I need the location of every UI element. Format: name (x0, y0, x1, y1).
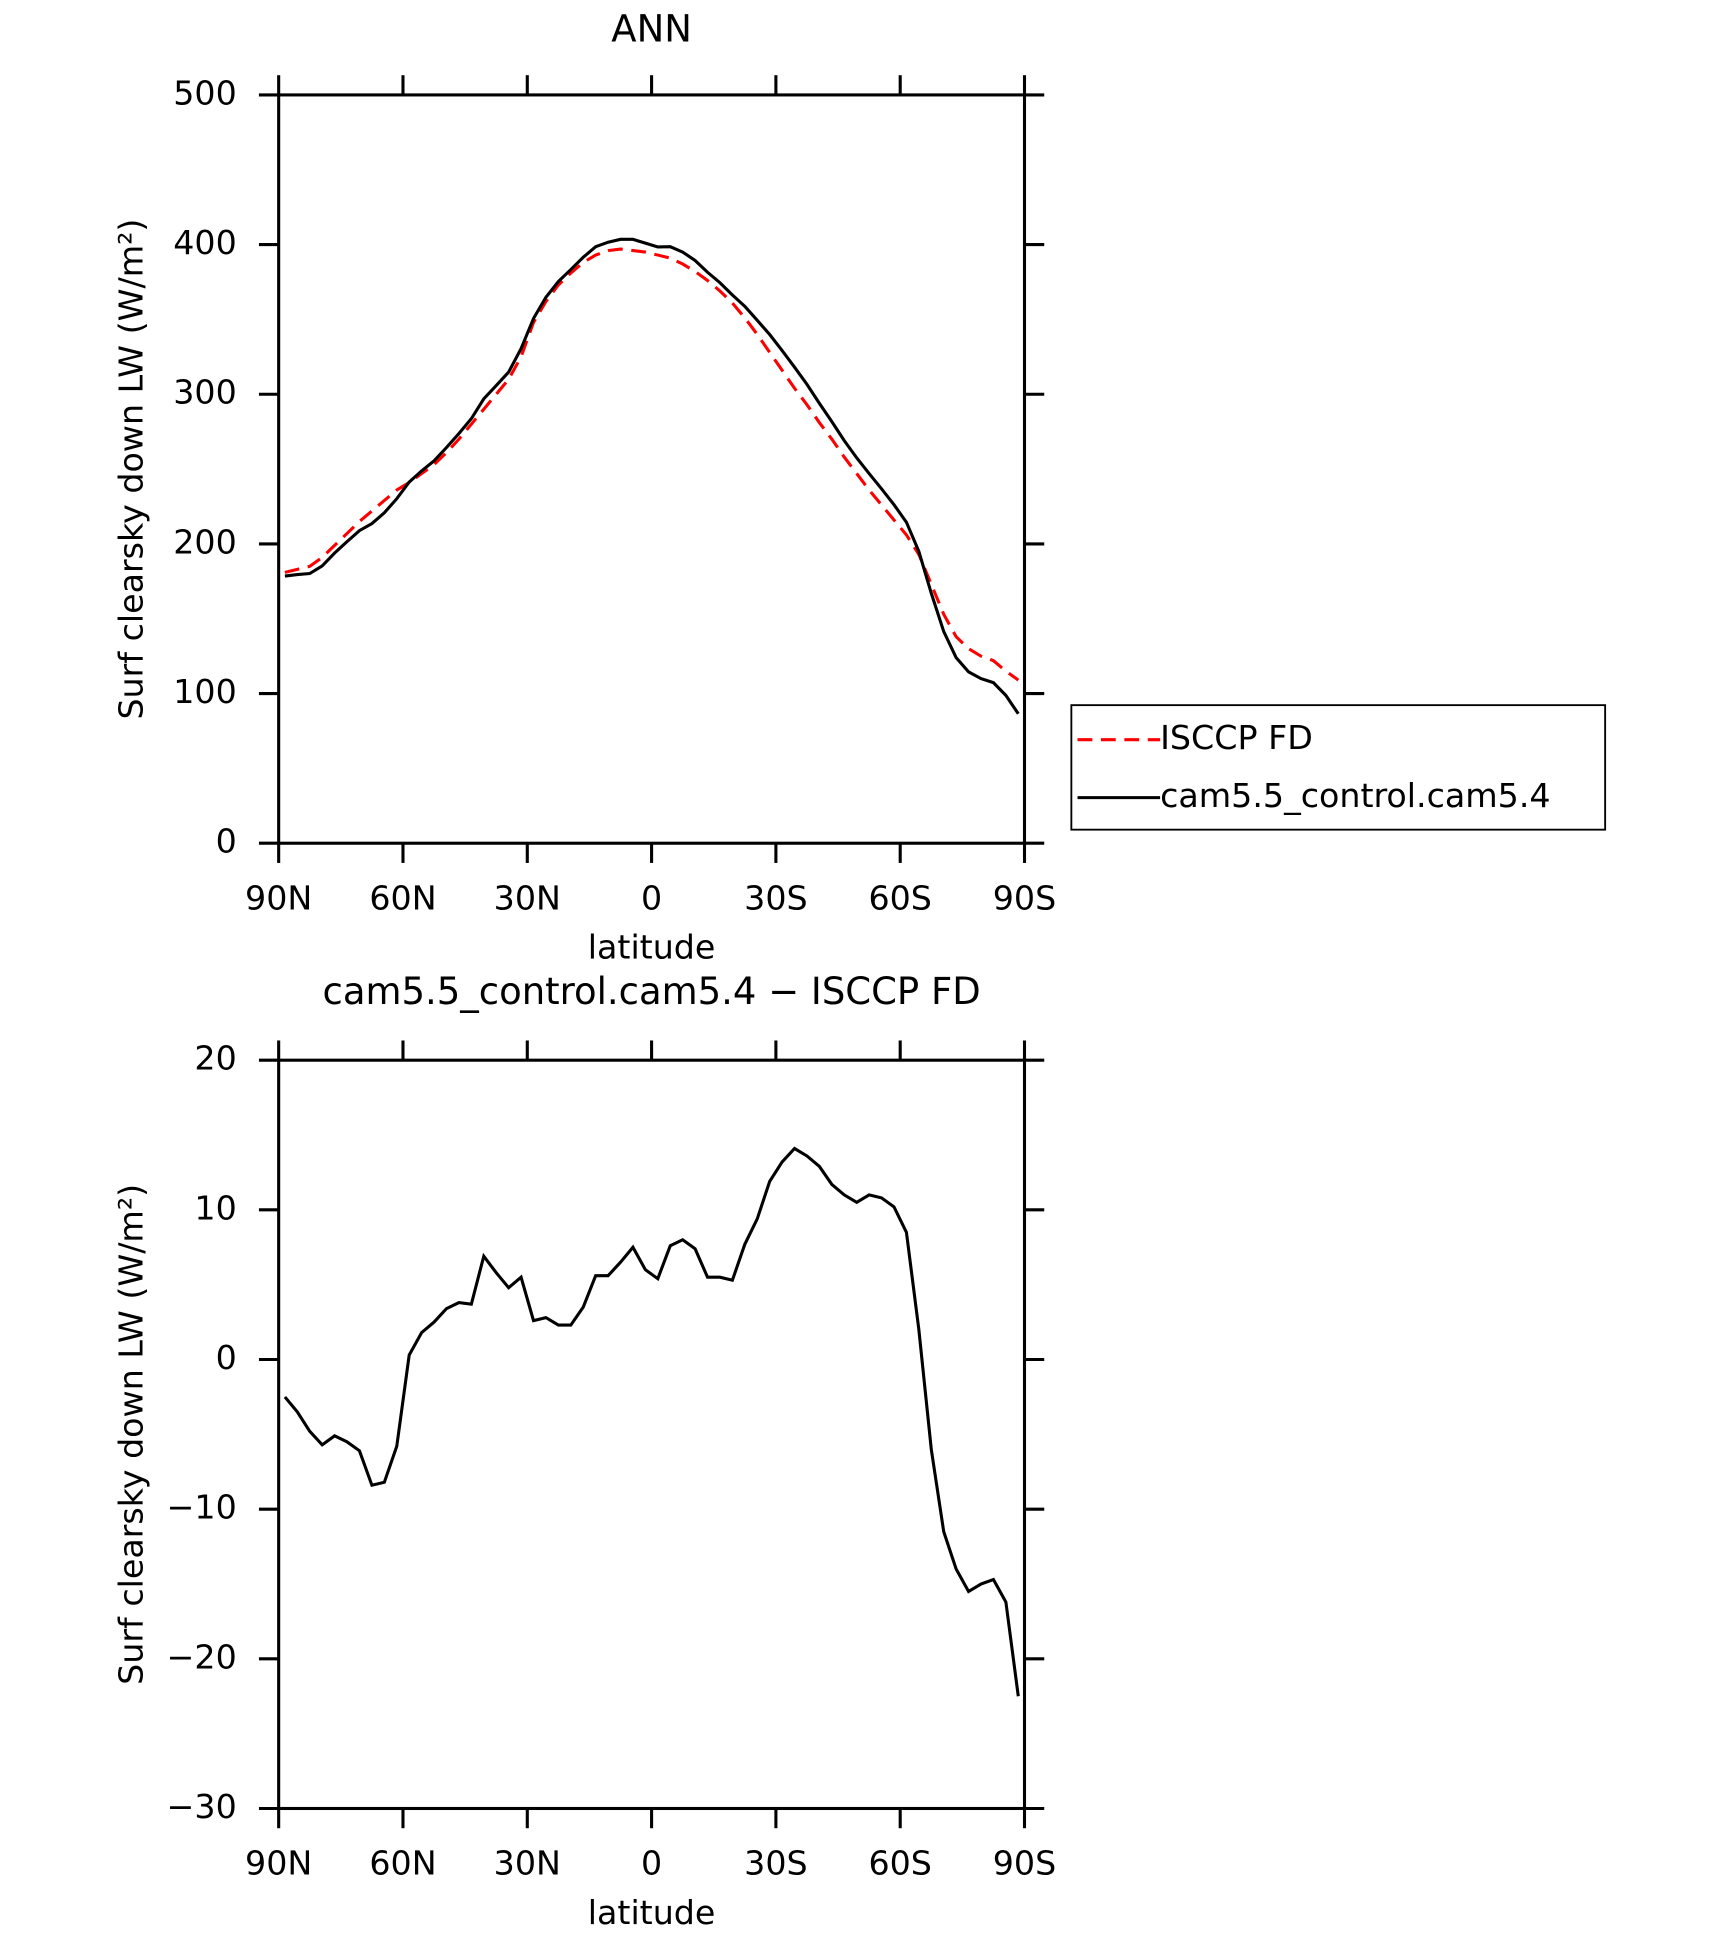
y-tick-label: 100 (173, 672, 237, 711)
chart-title: ANN (611, 7, 692, 50)
y-tick-label: 0 (216, 1338, 237, 1377)
x-tick-label: 60N (369, 878, 436, 917)
legend-label: cam5.5_control.cam5.4 (1160, 776, 1550, 815)
y-tick-label: 0 (216, 822, 237, 861)
y-tick-label: 400 (173, 223, 237, 262)
x-tick-label: 30S (744, 878, 807, 917)
y-tick-label: 300 (173, 373, 237, 412)
x-tick-label: 30N (494, 878, 561, 917)
x-axis-label: latitude (588, 928, 716, 967)
plot-frame (277, 1058, 1027, 1811)
plot-frame (277, 93, 1027, 845)
chart-title: cam5.5_control.cam5.4 − ISCCP FD (322, 970, 980, 1013)
x-tick-label: 90S (993, 878, 1056, 917)
x-tick-label: 60S (868, 878, 931, 917)
data-line (283, 1146, 1020, 1697)
x-tick-label: 60N (369, 1844, 436, 1883)
legend-box (1070, 704, 1607, 831)
x-tick-label: 0 (641, 1844, 662, 1883)
y-tick-label: 500 (173, 73, 237, 112)
legend-label: ISCCP FD (1160, 718, 1313, 757)
x-axis-label: latitude (588, 1893, 716, 1932)
x-tick-label: 90N (245, 1844, 312, 1883)
y-axis-label: Surf clearsky down LW (W/m²) (112, 1184, 151, 1685)
y-tick-label: 20 (194, 1039, 236, 1078)
x-tick-label: 90S (993, 1844, 1056, 1883)
x-tick-label: 60S (868, 1844, 931, 1883)
y-tick-label: 10 (194, 1188, 236, 1227)
y-tick-label: −20 (167, 1637, 237, 1676)
y-axis-label: Surf clearsky down LW (W/m²) (112, 219, 151, 720)
x-tick-label: 90N (245, 878, 312, 917)
y-tick-label: 200 (173, 522, 237, 561)
x-tick-label: 0 (641, 878, 662, 917)
x-tick-label: 30S (744, 1844, 807, 1883)
data-line (284, 247, 1020, 682)
x-tick-label: 30N (494, 1844, 561, 1883)
y-tick-label: −10 (167, 1488, 237, 1527)
data-line (284, 237, 1020, 715)
y-tick-label: −30 (167, 1787, 237, 1826)
